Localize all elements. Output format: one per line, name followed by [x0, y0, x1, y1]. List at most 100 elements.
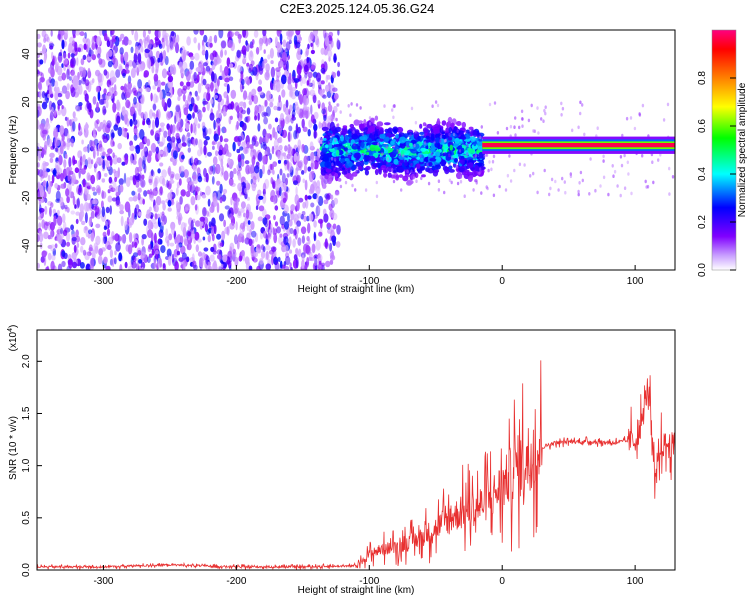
- spectrogram-cell: [277, 256, 281, 263]
- spectrogram-cell: [57, 92, 63, 98]
- spectrogram-cell: [66, 207, 70, 213]
- spectrogram-cell: [158, 150, 164, 155]
- spectrogram-cell: [178, 142, 183, 149]
- spectrogram-cell: [81, 155, 86, 166]
- spectrogram-cell: [268, 123, 272, 130]
- spectrogram-cell: [415, 179, 418, 183]
- spectrogram-cell: [57, 99, 63, 106]
- spectrogram-cell: [279, 152, 283, 161]
- spectrogram-cell: [378, 168, 382, 175]
- spectrogram-cell: [448, 153, 451, 158]
- spectrogram-cell: [280, 113, 284, 121]
- spectrogram-cell: [77, 160, 83, 169]
- spectrogram-cell: [43, 163, 47, 172]
- spectrogram-cell: [337, 172, 341, 176]
- spectrogram-cell: [276, 42, 283, 53]
- spectrogram-cell: [263, 112, 269, 117]
- spectrogram-cell: [312, 94, 317, 104]
- spectrogram-cell: [212, 250, 217, 255]
- spectrogram-cell: [124, 69, 130, 74]
- spectrogram-cell: [211, 71, 215, 82]
- spectrogram-cell: [60, 227, 64, 235]
- spectrogram-cell: [254, 105, 259, 114]
- spectrogram-cell: [67, 47, 71, 53]
- spectrogram-cell: [258, 205, 265, 212]
- spectrogram-cell: [186, 36, 191, 46]
- spectrogram-cell: [181, 142, 187, 147]
- spectrogram-cell: [49, 82, 53, 93]
- spectrogram-cell: [458, 149, 462, 153]
- spectrogram-cell: [234, 135, 240, 142]
- spectrogram-cell: [406, 150, 411, 154]
- spectrogram-cell: [161, 98, 165, 108]
- spectrogram-cell: [37, 162, 40, 168]
- spectrogram-cell: [260, 250, 266, 259]
- spectrogram-cell: [275, 67, 281, 72]
- spectrogram-cell: [623, 186, 627, 190]
- spectrogram-cell: [147, 119, 151, 126]
- spectrogram-cell: [296, 64, 302, 75]
- spectrogram-cell: [229, 115, 233, 121]
- spectrogram-cell: [361, 132, 364, 137]
- spectrogram-cell: [40, 197, 44, 203]
- spectrogram-cell: [41, 101, 48, 110]
- spectrogram-cell: [63, 159, 67, 169]
- spectrogram-cell: [207, 234, 211, 243]
- spectrogram-cell: [58, 52, 62, 57]
- spectrogram-cell: [80, 58, 85, 66]
- spectrogram-cell: [128, 60, 133, 67]
- spectrogram-cell: [336, 70, 341, 77]
- spectrogram-cell: [218, 265, 222, 270]
- spectrogram-cell: [396, 148, 399, 153]
- spectrogram-cell: [248, 265, 253, 270]
- spectrogram-cell: [49, 229, 54, 240]
- spectrogram-cell: [347, 104, 350, 108]
- spectrogram-cell: [102, 123, 107, 134]
- spectrogram-cell: [137, 79, 143, 89]
- spectrogram-cell: [594, 188, 597, 193]
- spectrogram-cell: [249, 44, 254, 49]
- spectrogram-cell: [324, 161, 331, 168]
- spectrogram-cell: [278, 144, 283, 151]
- spectrogram-cell: [391, 108, 394, 112]
- spectrogram-cell: [447, 136, 453, 141]
- spectrogram-cell: [167, 207, 172, 212]
- spectrogram-cell: [118, 235, 122, 242]
- spectrogram-cell: [274, 221, 279, 227]
- spectrogram-cell: [379, 148, 385, 154]
- spectrogram-cell: [306, 56, 310, 64]
- spectrogram-cell: [557, 188, 560, 192]
- spectrogram-cells: [37, 30, 675, 270]
- snr-y-ticks: 0.00.51.01.52.0: [21, 354, 42, 577]
- spectrogram-cell: [143, 190, 148, 197]
- spectrogram-cell: [579, 111, 582, 116]
- spectrogram-cell: [52, 248, 56, 257]
- spectrogram-cell: [429, 148, 436, 153]
- spectrogram-x-ticks: -300 -200 -100 0 100: [93, 265, 644, 287]
- spectrogram-cell: [332, 87, 338, 92]
- spectrogram-cell: [131, 254, 135, 261]
- spectrogram-cell: [328, 56, 331, 62]
- spectrogram-cell: [299, 94, 304, 105]
- spectrogram-cell: [155, 195, 162, 206]
- spectrogram-cell: [299, 36, 302, 41]
- spectrogram-cell: [192, 138, 196, 146]
- spectrogram-cell: [392, 164, 396, 169]
- spectrogram-cell: [246, 225, 252, 232]
- spectrogram-cell: [199, 257, 204, 268]
- spectrogram-cell: [240, 70, 244, 81]
- spectrogram-cell: [298, 197, 304, 203]
- spectrogram-cell: [209, 42, 213, 48]
- spectrogram-cell: [195, 194, 201, 201]
- spectrogram-cell: [196, 95, 200, 101]
- spectrogram-cell: [176, 244, 180, 250]
- spectrogram-cell: [134, 145, 140, 150]
- spectrogram-cell: [179, 196, 183, 205]
- spectrogram-cell: [106, 155, 112, 161]
- spectrogram-cell: [437, 179, 441, 183]
- spectrogram-cell: [294, 103, 299, 111]
- spectrogram-cell: [333, 105, 338, 113]
- spectrogram-cell: [190, 196, 196, 206]
- spectrogram-cell: [332, 71, 337, 79]
